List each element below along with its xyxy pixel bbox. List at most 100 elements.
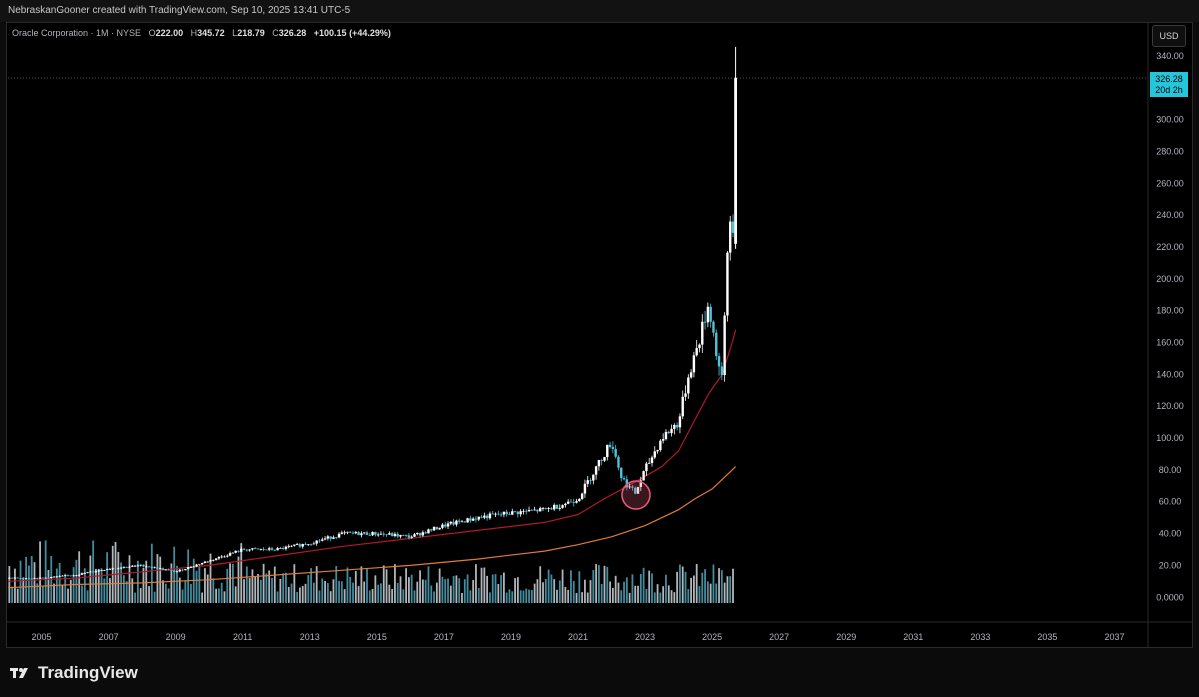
candle-body — [449, 521, 453, 524]
candle-body — [430, 529, 433, 531]
volume-bar — [637, 585, 639, 603]
volume-bar — [391, 589, 394, 603]
volume-bar — [220, 582, 223, 603]
time-axis-tick-label: 2005 — [32, 632, 52, 642]
candle-body — [61, 575, 64, 577]
time-axis-tick-label: 2007 — [99, 632, 119, 642]
candle-body — [530, 509, 534, 511]
candle-body — [206, 561, 209, 563]
volume-bar — [698, 586, 701, 603]
volume-bar — [58, 562, 61, 603]
volume-bar — [366, 568, 368, 603]
volume-bar — [313, 582, 315, 603]
time-axis-tick-label: 2013 — [300, 632, 320, 642]
volume-bar — [651, 573, 653, 603]
candle-body — [161, 568, 165, 570]
candle-body — [226, 555, 229, 557]
candle-body — [139, 564, 142, 566]
candle-body — [396, 533, 399, 537]
candle-body — [527, 509, 531, 512]
volume-bar — [533, 583, 536, 603]
candle-body — [13, 577, 17, 579]
price-axis-tick-label: 280.00 — [1156, 146, 1184, 156]
price-tag-box — [1150, 72, 1188, 97]
volume-bar — [109, 578, 111, 603]
candle-body — [186, 567, 190, 570]
volume-bar — [231, 563, 234, 603]
volume-bar — [639, 573, 642, 603]
candle-body — [357, 532, 360, 536]
candle-body — [170, 570, 173, 571]
candle-body — [712, 321, 715, 333]
tradingview-brand[interactable]: TradingView — [10, 663, 138, 683]
candle-body — [276, 548, 279, 551]
candle-body — [494, 513, 497, 515]
candle-body — [664, 431, 668, 440]
volume-bar — [218, 588, 220, 603]
candle-body — [541, 508, 545, 509]
time-axis-tick-label: 2027 — [769, 632, 789, 642]
candle-body — [622, 478, 626, 480]
candle-body — [717, 356, 721, 367]
currency-button[interactable]: USD — [1152, 25, 1186, 47]
time-axis-tick-label: 2011 — [233, 632, 252, 642]
candle-body — [418, 532, 422, 536]
volume-bar — [307, 575, 310, 603]
candle-body — [298, 544, 302, 547]
time-axis-tick-label: 2019 — [501, 632, 521, 642]
volume-bar — [433, 591, 435, 603]
volume-bar — [628, 592, 631, 603]
volume-bar — [150, 543, 153, 603]
candle-body — [687, 377, 690, 394]
candle-body — [111, 568, 114, 570]
price-axis-tick-label: 100.00 — [1156, 433, 1184, 443]
volume-bar — [494, 574, 497, 603]
candle-body — [502, 511, 506, 515]
tradingview-logo-icon — [10, 668, 28, 678]
candle-body — [240, 548, 243, 552]
brand-name: TradingView — [38, 663, 138, 682]
volume-bar — [701, 572, 704, 603]
candle-body — [659, 440, 662, 451]
candle-body — [293, 544, 296, 546]
candle-body — [625, 479, 629, 488]
volume-bar — [176, 565, 178, 603]
candle-body — [684, 393, 687, 397]
volume-bar — [215, 588, 218, 603]
candle-body — [245, 549, 249, 551]
volume-bar — [623, 581, 625, 603]
volume-bar — [458, 578, 461, 603]
candle-body — [606, 444, 609, 458]
candle-body — [122, 566, 126, 568]
time-axis-tick-label: 2015 — [367, 632, 387, 642]
volume-bar — [380, 583, 382, 603]
volume-bar — [123, 575, 125, 603]
attribution-bar: NebraskanGooner created with TradingView… — [0, 0, 1199, 22]
volume-bar — [441, 576, 444, 603]
volume-bar — [500, 575, 503, 603]
price-tag: 326.28 20d 2h — [1150, 72, 1188, 97]
volume-bar — [693, 575, 695, 603]
price-axis-tick-label: 120.00 — [1156, 401, 1184, 411]
candle-body — [661, 439, 665, 441]
candle-body — [586, 480, 589, 484]
volume-bar — [229, 563, 231, 603]
volume-bar — [39, 541, 41, 603]
candle-body — [262, 548, 265, 550]
candle-body — [30, 578, 33, 580]
volume-bar — [676, 571, 679, 603]
chart-pane[interactable] — [6, 22, 1193, 648]
volume-bar — [709, 583, 712, 603]
volume-bar — [611, 587, 614, 603]
volume-bar — [673, 592, 676, 603]
candle-body — [290, 545, 293, 547]
candle-body — [192, 566, 195, 568]
volume-bar — [416, 581, 419, 603]
candle-body — [544, 508, 548, 509]
candle-body — [455, 520, 458, 525]
candle-body — [469, 518, 472, 521]
candle-body — [295, 544, 299, 545]
high-label: H — [190, 28, 198, 38]
candle-body — [385, 534, 388, 536]
volume-bar — [117, 551, 120, 603]
